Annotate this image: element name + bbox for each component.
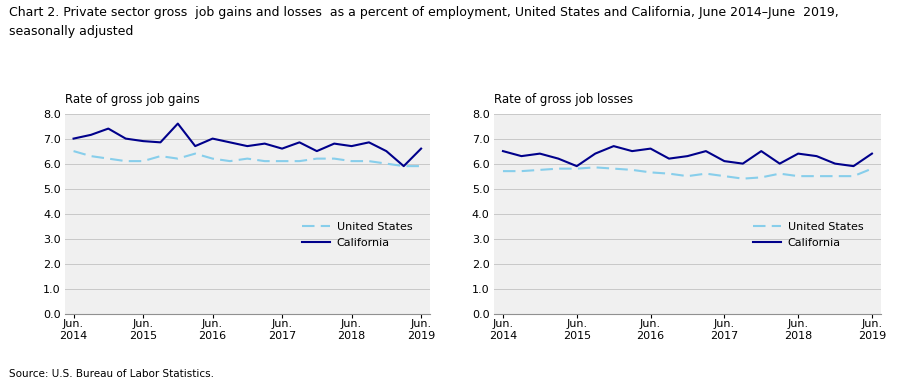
- Text: Source: U.S. Bureau of Labor Statistics.: Source: U.S. Bureau of Labor Statistics.: [9, 369, 214, 379]
- Text: Rate of gross job gains: Rate of gross job gains: [65, 93, 200, 106]
- Text: Chart 2. Private sector gross  job gains and losses  as a percent of employment,: Chart 2. Private sector gross job gains …: [9, 6, 839, 19]
- Legend: United States, California: United States, California: [298, 218, 417, 252]
- Legend: United States, California: United States, California: [749, 218, 868, 252]
- Text: Rate of gross job losses: Rate of gross job losses: [494, 93, 633, 106]
- Text: seasonally adjusted: seasonally adjusted: [9, 25, 133, 38]
